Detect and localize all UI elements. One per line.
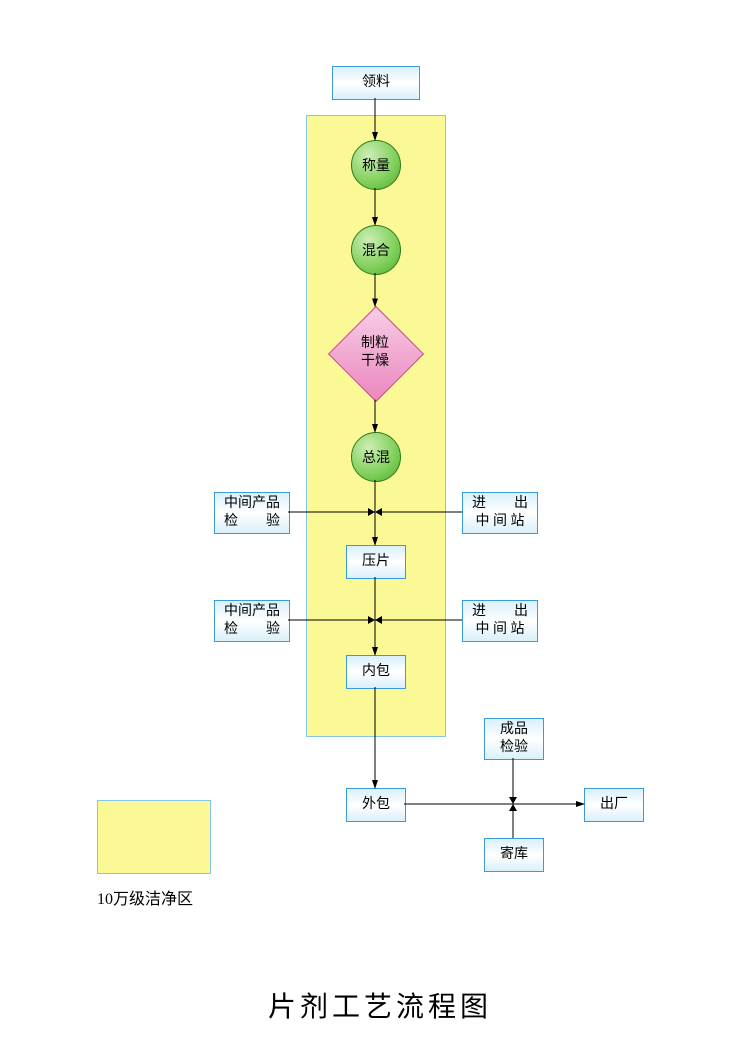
node-n11: 出厂 [584, 788, 644, 822]
node-n9: 成品 检验 [484, 718, 544, 760]
node-n3: 混合 [351, 225, 401, 275]
legend-swatch [97, 800, 211, 874]
node-n1: 领料 [332, 66, 420, 100]
flowchart-canvas: 10万级洁净区 领料称量混合制粒 干燥总混压片内包外包 成品 检验寄库 出厂 中间产品… [0, 0, 750, 1062]
node-n8: 外包 [346, 788, 406, 822]
node-n4: 制粒 干燥 [342, 320, 408, 386]
node-n6: 压片 [346, 545, 406, 579]
clean-zone-region [306, 115, 446, 737]
node-n10: 寄库 [484, 838, 544, 872]
node-n2: 称量 [351, 140, 401, 190]
node-s1: 中间产品 检 验 [214, 492, 290, 534]
legend-label: 10万级洁净区 [97, 885, 193, 909]
node-n7: 内包 [346, 655, 406, 689]
diagram-title: 片剂工艺流程图 [268, 985, 492, 1025]
node-s3: 中间产品 检 验 [214, 600, 290, 642]
node-n5: 总混 [351, 432, 401, 482]
node-s2: 进 出 中 间 站 [462, 492, 538, 534]
node-s4: 进 出 中 间 站 [462, 600, 538, 642]
